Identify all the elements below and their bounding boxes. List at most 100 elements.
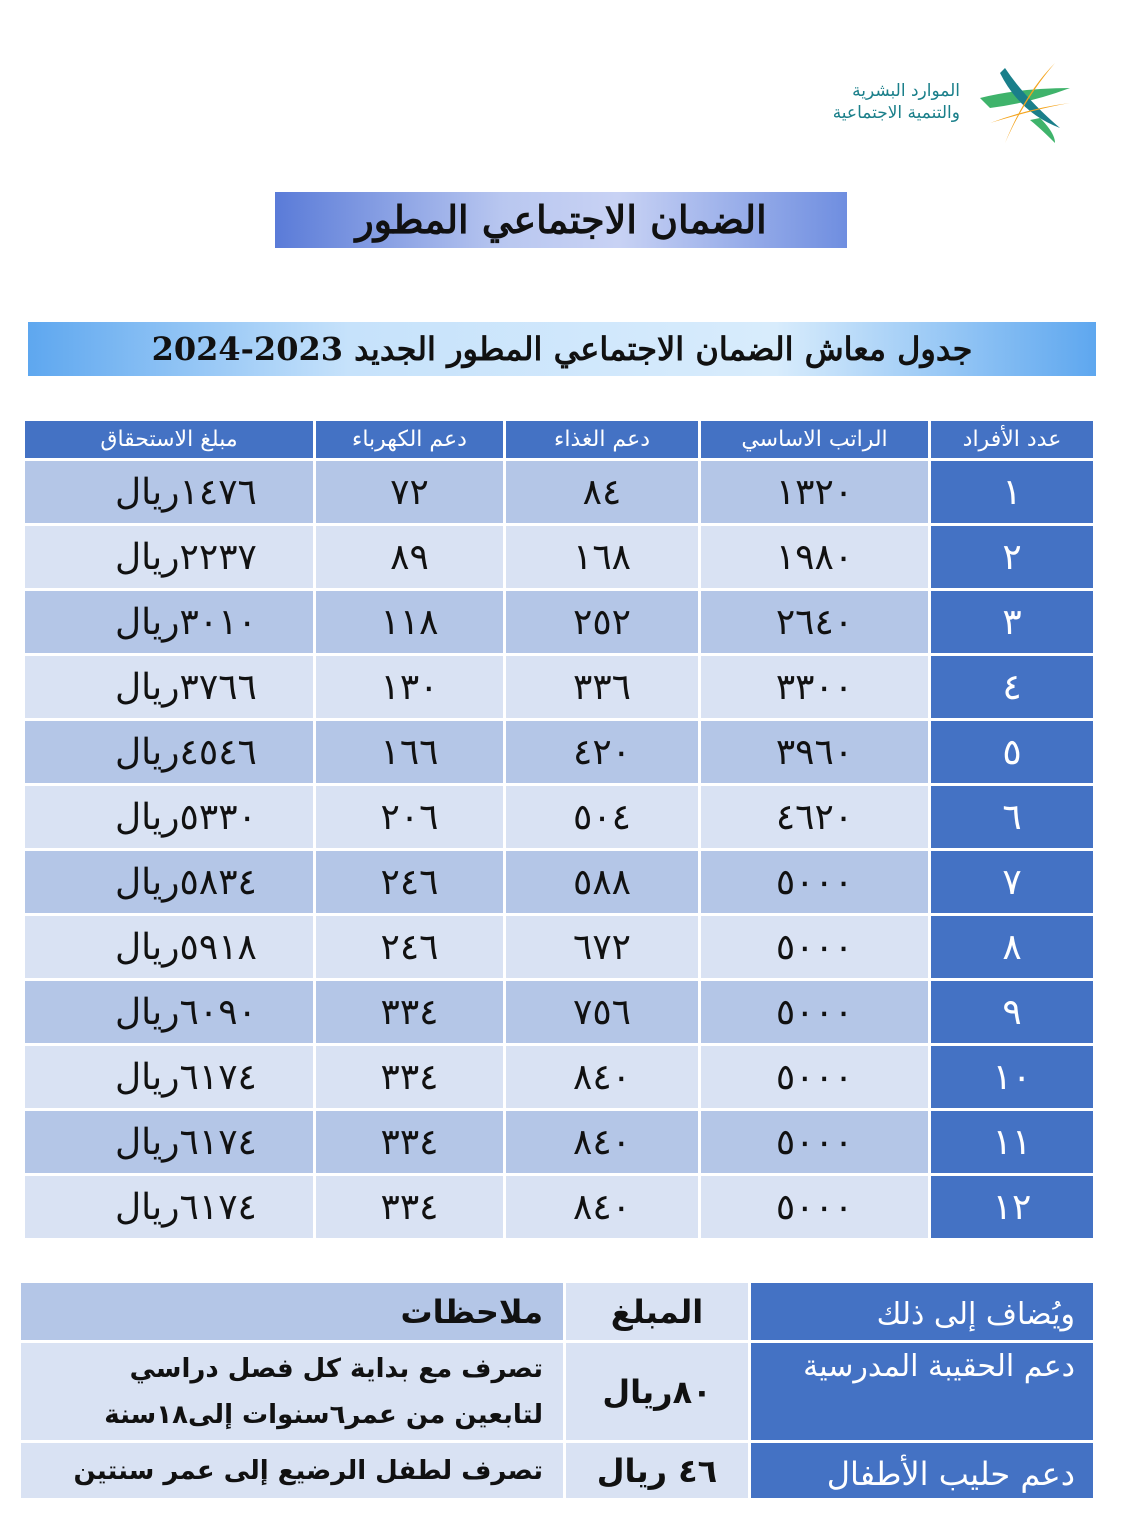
- amount: ٤٥٤٦: [179, 731, 257, 773]
- table-row: ٧ ٥٠٠٠ ٥٨٨ ٢٤٦ ٥٨٣٤ريال: [22, 848, 1096, 916]
- amount: ٣٠١٠: [179, 601, 257, 643]
- value-cell: ١٣٢٠: [698, 458, 931, 526]
- logo-line1: الموارد البشرية: [852, 81, 960, 101]
- value-cell: ٣٣٤: [313, 1173, 506, 1241]
- value-cell: ٣٣٤: [313, 978, 506, 1046]
- value-cell: ٣٩٦٠: [698, 718, 931, 786]
- currency: ريال: [115, 1121, 180, 1163]
- table-row: ٢ ١٩٨٠ ١٦٨ ٨٩ ٢٢٣٧ريال: [22, 523, 1096, 591]
- extra-note: تصرف لطفل الرضيع إلى عمر سنتين: [18, 1440, 566, 1501]
- currency: ريال: [115, 731, 180, 773]
- value-cell: ٢٤٦: [313, 848, 506, 916]
- value-cell: ١٦٦: [313, 718, 506, 786]
- amount: ١٤٧٦: [179, 471, 257, 513]
- table-row: ٩ ٥٠٠٠ ٧٥٦ ٣٣٤ ٦٠٩٠ريال: [22, 978, 1096, 1046]
- entitlement-cell: ٢٢٣٧ريال: [22, 523, 316, 591]
- entitlement-cell: ٦٠٩٠ريال: [22, 978, 316, 1046]
- table-row: ٨ ٥٠٠٠ ٦٧٢ ٢٤٦ ٥٩١٨ريال: [22, 913, 1096, 981]
- entitlement-cell: ٥٣٣٠ريال: [22, 783, 316, 851]
- value-cell: ١٩٨٠: [698, 523, 931, 591]
- value-cell: ٧٥٦: [503, 978, 701, 1046]
- table-row: ١١ ٥٠٠٠ ٨٤٠ ٣٣٤ ٦١٧٤ريال: [22, 1108, 1096, 1176]
- extras-header-amount: المبلغ: [563, 1280, 751, 1343]
- value-cell: ٥٨٨: [503, 848, 701, 916]
- members-cell: ١٠: [928, 1043, 1096, 1111]
- currency: ريال: [115, 991, 180, 1033]
- value-cell: ٥٠٠٠: [698, 1043, 931, 1111]
- extras-table: ويُضاف إلى ذلك المبلغ ملاحظات دعم الحقيب…: [18, 1280, 1096, 1501]
- currency: ريال: [115, 1056, 180, 1098]
- members-cell: ٢: [928, 523, 1096, 591]
- currency: ريال: [115, 926, 180, 968]
- table-row: دعم حليب الأطفال ٤٦ ريال تصرف لطفل الرضي…: [18, 1440, 1096, 1501]
- entitlement-cell: ٥٩١٨ريال: [22, 913, 316, 981]
- table-row: ١ ١٣٢٠ ٨٤ ٧٢ ١٤٧٦ريال: [22, 458, 1096, 526]
- extra-amount: ٨٠ريال: [563, 1340, 751, 1443]
- extra-note: تصرف مع بداية كل فصل دراسي: [129, 1353, 543, 1384]
- column-header: دعم الكهرباء: [313, 418, 506, 461]
- value-cell: ٥٠٤: [503, 783, 701, 851]
- value-cell: ٤٦٢٠: [698, 783, 931, 851]
- amount: ٦١٧٤: [179, 1121, 257, 1163]
- table-row: ٥ ٣٩٦٠ ٤٢٠ ١٦٦ ٤٥٤٦ريال: [22, 718, 1096, 786]
- members-cell: ٤: [928, 653, 1096, 721]
- currency: ريال: [115, 1186, 180, 1228]
- value-cell: ٣٣٦: [503, 653, 701, 721]
- value-cell: ٨٤٠: [503, 1108, 701, 1176]
- page-title: الضمان الاجتماعي المطور: [275, 192, 847, 248]
- table-row: ١٠ ٥٠٠٠ ٨٤٠ ٣٣٤ ٦١٧٤ريال: [22, 1043, 1096, 1111]
- value-cell: ٢٠٦: [313, 783, 506, 851]
- column-header: الراتب الاساسي: [698, 418, 931, 461]
- members-cell: ٧: [928, 848, 1096, 916]
- currency: ريال: [115, 536, 180, 578]
- value-cell: ٢٤٦: [313, 913, 506, 981]
- extras-header-notes: ملاحظات: [18, 1280, 566, 1343]
- table-row: ٣ ٢٦٤٠ ٢٥٢ ١١٨ ٣٠١٠ريال: [22, 588, 1096, 656]
- entitlement-cell: ٣٧٦٦ريال: [22, 653, 316, 721]
- value-cell: ٢٦٤٠: [698, 588, 931, 656]
- value-cell: ٥٠٠٠: [698, 1108, 931, 1176]
- logo-line2: والتنمية الاجتماعية: [832, 103, 960, 123]
- value-cell: ٦٧٢: [503, 913, 701, 981]
- value-cell: ١١٨: [313, 588, 506, 656]
- value-cell: ٥٠٠٠: [698, 848, 931, 916]
- value-cell: ٣٣٤: [313, 1043, 506, 1111]
- entitlement-cell: ٤٥٤٦ريال: [22, 718, 316, 786]
- currency: ريال: [115, 796, 180, 838]
- amount: ٦٠٩٠: [179, 991, 257, 1033]
- extra-amount: ٤٦ ريال: [563, 1440, 751, 1501]
- amount: ٣٧٦٦: [179, 666, 257, 708]
- members-cell: ٣: [928, 588, 1096, 656]
- value-cell: ٨٤: [503, 458, 701, 526]
- value-cell: ٣٣٠٠: [698, 653, 931, 721]
- entitlement-cell: ٥٨٣٤ريال: [22, 848, 316, 916]
- entitlement-cell: ٣٠١٠ريال: [22, 588, 316, 656]
- members-cell: ٦: [928, 783, 1096, 851]
- amount: ٥٣٣٠: [179, 796, 257, 838]
- value-cell: ٥٠٠٠: [698, 1173, 931, 1241]
- column-header: مبلغ الاستحقاق: [22, 418, 316, 461]
- value-cell: ١٦٨: [503, 523, 701, 591]
- column-header: عدد الأفراد: [928, 418, 1096, 461]
- value-cell: ٨٤٠: [503, 1173, 701, 1241]
- amount: ٢٢٣٧: [179, 536, 257, 578]
- table-row: ١٢ ٥٠٠٠ ٨٤٠ ٣٣٤ ٦١٧٤ريال: [22, 1173, 1096, 1241]
- extra-label: دعم الحقيبة المدرسية: [748, 1340, 1096, 1443]
- amount: ٥٨٣٤: [179, 861, 257, 903]
- value-cell: ٨٤٠: [503, 1043, 701, 1111]
- members-cell: ١٢: [928, 1173, 1096, 1241]
- amount: ٦١٧٤: [179, 1056, 257, 1098]
- table-row: دعم الحقيبة المدرسية ٨٠ريال تصرف مع بداي…: [18, 1340, 1096, 1443]
- pension-table: عدد الأفراد الراتب الاساسي دعم الغذاء دعم ا…: [22, 418, 1096, 1241]
- value-cell: ٥٠٠٠: [698, 913, 931, 981]
- members-cell: ٩: [928, 978, 1096, 1046]
- column-header: دعم الغذاء: [503, 418, 701, 461]
- members-cell: ٨: [928, 913, 1096, 981]
- extras-header-label: ويُضاف إلى ذلك: [748, 1280, 1096, 1343]
- value-cell: ٢٥٢: [503, 588, 701, 656]
- entitlement-cell: ١٤٧٦ريال: [22, 458, 316, 526]
- currency: ريال: [115, 666, 180, 708]
- star-logo-icon: [980, 63, 1070, 143]
- members-cell: ١١: [928, 1108, 1096, 1176]
- members-cell: ٥: [928, 718, 1096, 786]
